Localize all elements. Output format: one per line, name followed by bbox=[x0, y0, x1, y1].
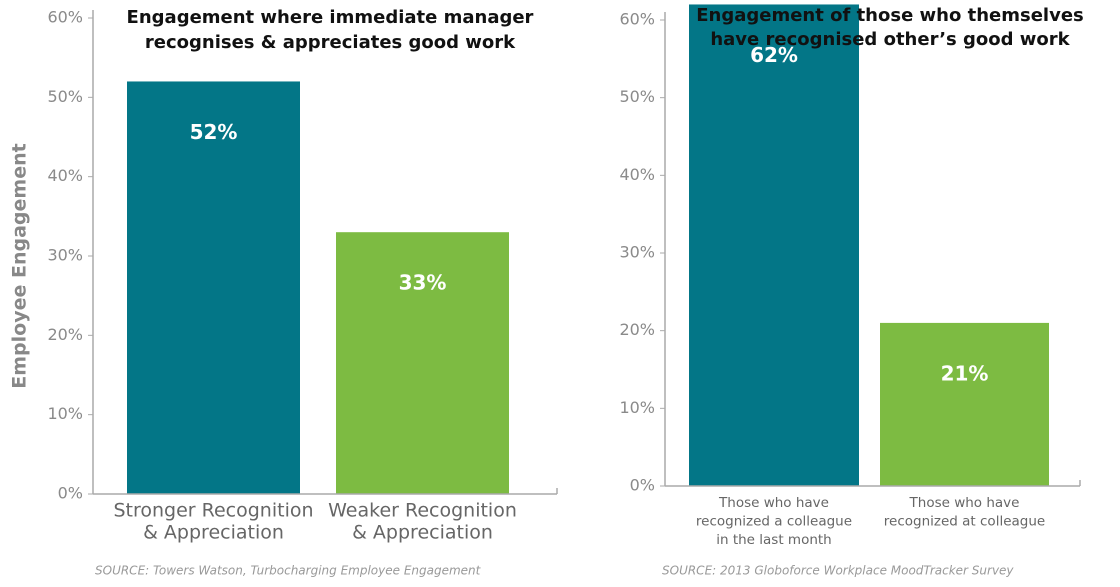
bar bbox=[689, 4, 859, 486]
y-tick-label: 50% bbox=[619, 87, 655, 106]
y-tick-label: 30% bbox=[47, 246, 83, 265]
bar bbox=[127, 81, 300, 494]
x-tick-label: & Appreciation bbox=[352, 522, 493, 544]
chart-title: Engagement where immediate manager bbox=[127, 7, 534, 28]
x-tick-label: & Appreciation bbox=[143, 522, 284, 544]
x-tick-label: recognized a colleague bbox=[696, 514, 852, 530]
y-tick-label: 40% bbox=[47, 166, 83, 185]
y-tick-label: 60% bbox=[47, 8, 83, 27]
x-tick-label: Weaker Recognition bbox=[328, 500, 517, 522]
x-tick-label: recognized at colleague bbox=[884, 514, 1045, 530]
data-label: 33% bbox=[399, 271, 447, 295]
y-tick-label: 10% bbox=[47, 404, 83, 423]
x-tick-label: Those who have bbox=[718, 495, 829, 511]
source: SOURCE: Towers Watson, Turbocharging Emp… bbox=[95, 564, 482, 578]
y-tick-label: 40% bbox=[619, 165, 655, 184]
y-tick-label: 50% bbox=[47, 87, 83, 106]
y-tick-label: 20% bbox=[47, 325, 83, 344]
data-label: 21% bbox=[941, 361, 989, 385]
y-tick-label: 60% bbox=[619, 10, 655, 29]
chart-title: have recognised other’s good work bbox=[710, 29, 1070, 50]
y-tick-label: 20% bbox=[619, 320, 655, 339]
data-label: 62% bbox=[750, 43, 798, 67]
y-tick-label: 10% bbox=[619, 398, 655, 417]
x-tick-label: Stronger Recognition bbox=[113, 500, 313, 522]
x-tick-label: Those who have bbox=[909, 495, 1020, 511]
y-tick-label: 30% bbox=[619, 243, 655, 262]
y-axis-label: Employee Engagement bbox=[9, 143, 31, 388]
source: SOURCE: 2013 Globoforce Workplace MoodTr… bbox=[662, 564, 1014, 578]
bar bbox=[336, 232, 509, 494]
chart-title: Engagement of those who themselves bbox=[696, 5, 1084, 26]
y-tick-label: 0% bbox=[630, 476, 655, 495]
chart-title: recognises & appreciates good work bbox=[145, 32, 516, 53]
bar bbox=[880, 322, 1049, 486]
x-tick-label: in the last month bbox=[716, 532, 832, 548]
y-tick-label: 0% bbox=[58, 484, 83, 503]
data-label: 52% bbox=[190, 120, 238, 144]
